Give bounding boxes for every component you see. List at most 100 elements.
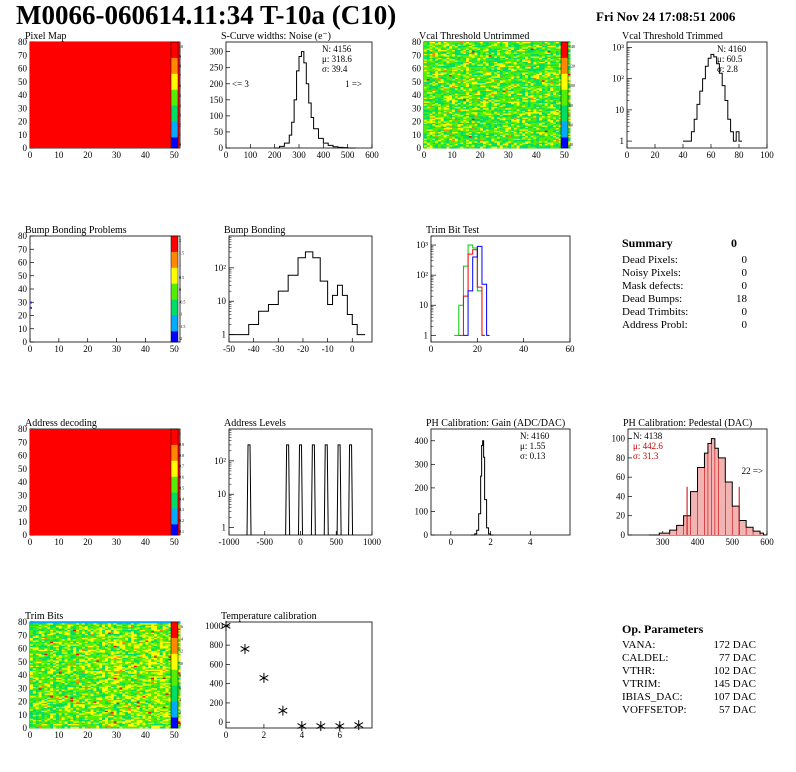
heatmap-cell <box>32 664 37 667</box>
heatmap-cell <box>443 118 447 121</box>
heatmap-cell <box>460 130 464 133</box>
heatmap-cell <box>438 92 442 95</box>
heatmap-cell <box>474 114 478 117</box>
heatmap-cell <box>502 81 506 84</box>
heatmap-cell <box>443 125 447 128</box>
heatmap-cell <box>536 108 540 110</box>
heatmap-cell <box>474 124 478 126</box>
heatmap-cell <box>558 67 562 69</box>
heatmap-cell <box>438 63 442 65</box>
heatmap-cell <box>446 85 450 88</box>
heatmap-cell <box>477 126 481 129</box>
heatmap-cell <box>485 134 489 137</box>
heatmap-cell <box>547 124 551 126</box>
palette-step <box>171 55 178 59</box>
heatmap-cell <box>550 43 554 46</box>
heatmap-cell <box>438 128 442 130</box>
address-peak <box>246 444 252 536</box>
heatmap-cell <box>550 92 554 95</box>
x-tick-label: -500 <box>257 537 274 547</box>
heatmap-cell <box>494 137 498 140</box>
heatmap-cell <box>488 85 492 88</box>
heatmap-cell <box>536 106 540 109</box>
heatmap-cell <box>449 120 453 122</box>
heatmap-cell <box>457 76 461 79</box>
heatmap-cell <box>482 52 487 55</box>
heatmap-cell <box>497 75 501 77</box>
y-tick-label: 10² <box>416 270 428 280</box>
heatmap-cell <box>457 53 461 56</box>
heatmap-cell <box>460 43 464 46</box>
heatmap-cell <box>463 106 467 109</box>
palette-step <box>171 429 178 432</box>
heatmap-cell <box>446 71 450 73</box>
palette-step <box>171 452 178 456</box>
heatmap-cell <box>466 137 470 140</box>
heatmap-cell <box>547 137 551 140</box>
heatmap-cell <box>544 134 548 137</box>
heatmap-cell <box>558 130 562 133</box>
heatmap-cell <box>452 112 456 114</box>
heatmap-cell <box>488 96 492 99</box>
heatmap-cell <box>435 59 439 61</box>
heatmap-cell <box>440 55 445 57</box>
heatmap-cell <box>446 55 450 57</box>
heatmap-cell <box>558 49 562 52</box>
palette-label: 0.3 <box>179 507 184 512</box>
heatmap-cell <box>474 146 478 149</box>
heatmap-cell <box>440 142 445 145</box>
heatmap-cell <box>558 121 562 124</box>
heatmap-cell <box>438 61 442 64</box>
heatmap-cell <box>550 114 554 117</box>
heatmap-cell <box>553 89 557 92</box>
heatmap-cell <box>499 124 504 126</box>
heatmap-cell <box>480 126 484 129</box>
heatmap-cell <box>539 85 543 88</box>
heatmap-cell <box>527 129 532 132</box>
heatmap-cell <box>440 141 445 144</box>
heatmap-cell <box>474 76 478 79</box>
plot-frame <box>626 41 768 149</box>
heatmap-cell <box>463 44 467 47</box>
heatmap-cell <box>499 140 504 142</box>
heatmap-cell <box>536 91 540 93</box>
heatmap-cell <box>547 72 551 75</box>
heatmap-cell <box>457 142 461 145</box>
heatmap-cell <box>480 114 484 117</box>
heatmap-cell <box>30 725 34 728</box>
heatmap-cell <box>511 64 515 67</box>
heatmap-cell <box>424 42 428 44</box>
heatmap-cell <box>449 97 453 100</box>
heatmap-cell <box>30 631 34 633</box>
heatmap-cell <box>541 84 546 87</box>
heatmap-cell <box>477 45 481 48</box>
heatmap-cell <box>485 80 489 83</box>
heatmap-cell <box>494 129 498 132</box>
heatmap-cell <box>454 96 459 99</box>
heatmap-cell <box>471 92 475 95</box>
heatmap-cell <box>426 117 431 120</box>
heatmap-cell <box>544 42 548 44</box>
heatmap-cell <box>553 140 557 142</box>
heatmap-cell <box>567 100 571 103</box>
heatmap-cell <box>544 72 548 75</box>
heatmap-cell <box>466 126 470 129</box>
heatmap-cell <box>555 142 560 145</box>
heatmap-cell <box>505 134 509 137</box>
heatmap-cell <box>30 625 34 628</box>
heatmap-cell <box>30 682 34 685</box>
heatmap-cell <box>32 651 37 653</box>
heatmap-cell <box>435 61 439 64</box>
heatmap-cell <box>468 117 473 120</box>
x-tick-label: 20 <box>83 150 93 160</box>
heatmap-cell <box>452 76 456 79</box>
heatmap-cell <box>449 73 453 76</box>
heatmap-cell <box>432 59 436 61</box>
heatmap-cell <box>547 83 551 85</box>
heatmap-cell <box>516 97 520 100</box>
heatmap-cell <box>426 83 431 85</box>
heatmap-cell <box>539 133 543 136</box>
heatmap-cell <box>460 105 464 108</box>
heatmap-cell <box>466 71 470 73</box>
